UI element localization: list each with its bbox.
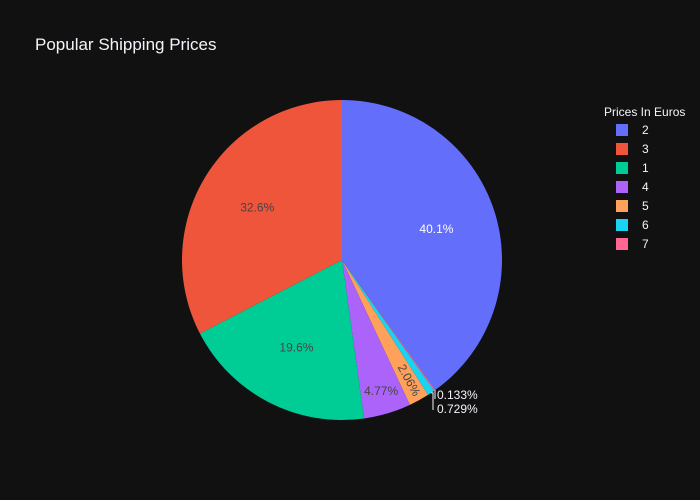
legend-label-3: 3 [642, 142, 649, 156]
legend-label-4: 4 [642, 180, 649, 194]
legend-swatch-1 [616, 162, 628, 174]
legend-swatch-5 [616, 200, 628, 212]
chart-title: Popular Shipping Prices [35, 35, 216, 54]
slice-label-connector-6 [431, 392, 434, 410]
slice-label-1: 19.6% [279, 340, 313, 354]
legend-swatch-6 [616, 219, 628, 231]
pie-slice-7[interactable] [342, 260, 436, 391]
slice-label-4: 4.77% [364, 384, 398, 398]
legend-swatch-7 [616, 238, 628, 250]
slice-label-3: 32.6% [240, 201, 274, 215]
pie-slice-2[interactable] [342, 100, 503, 391]
slice-label-7: 0.133% [437, 388, 478, 402]
legend-item-7[interactable]: 7 [616, 237, 649, 251]
pie-slice-1[interactable] [199, 260, 365, 420]
pie-slice-3[interactable] [182, 100, 342, 334]
legend-item-1[interactable]: 1 [616, 161, 649, 175]
legend-item-5[interactable]: 5 [616, 199, 649, 213]
legend-title: Prices In Euros [604, 105, 685, 119]
legend-swatch-2 [616, 124, 628, 136]
legend-label-6: 6 [642, 218, 649, 232]
legend: Prices In Euros 2 3 1 4 5 6 7 [604, 105, 685, 251]
legend-label-2: 2 [642, 123, 649, 137]
legend-item-4[interactable]: 4 [616, 180, 649, 194]
legend-swatch-3 [616, 143, 628, 155]
pie-slice-5[interactable] [342, 260, 429, 405]
pie-slice-4[interactable] [342, 260, 410, 419]
pie-slice-6[interactable] [342, 260, 435, 395]
legend-label-1: 1 [642, 161, 649, 175]
legend-item-2[interactable]: 2 [616, 123, 649, 137]
slice-label-6: 0.729% [437, 402, 478, 416]
legend-swatch-4 [616, 181, 628, 193]
legend-label-5: 5 [642, 199, 649, 213]
slice-label-2: 40.1% [419, 222, 453, 236]
legend-item-6[interactable]: 6 [616, 218, 649, 232]
legend-label-7: 7 [642, 237, 649, 251]
legend-item-3[interactable]: 3 [616, 142, 649, 156]
pie-group [182, 100, 503, 420]
